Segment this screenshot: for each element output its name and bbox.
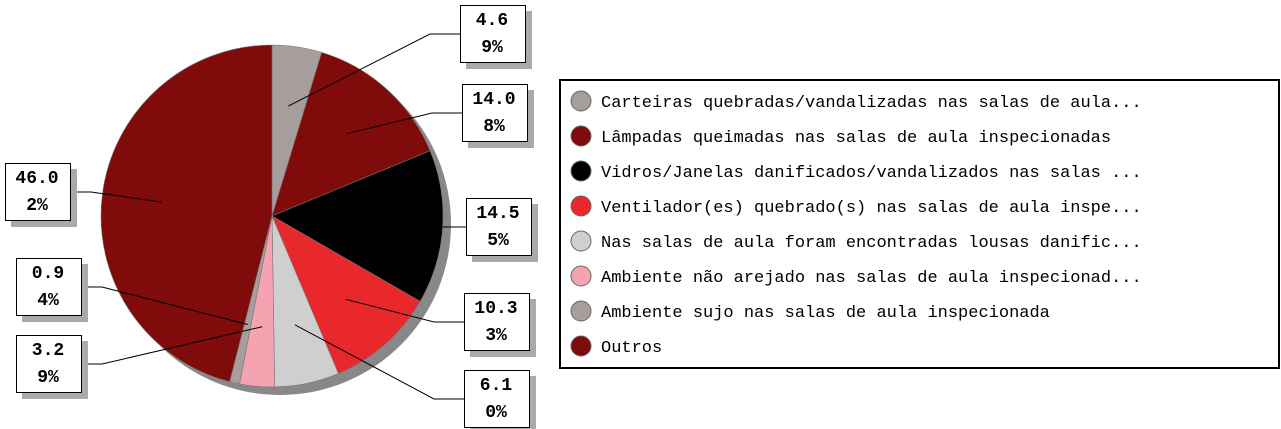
data-label: 4.69% [475, 11, 509, 58]
data-label: 10.33% [474, 299, 518, 346]
pie-slice [271, 51, 431, 217]
legend-label: Nas salas de aula foram encontradas lous… [601, 234, 1142, 253]
data-label-box: 46.02% [5, 163, 71, 221]
leader-line [345, 298, 464, 323]
legend-label: Carteiras quebradas/vandalizadas nas sal… [601, 94, 1142, 113]
legend-box [559, 79, 1280, 369]
legend-label: Ambiente sujo nas salas de aula inspecio… [601, 304, 1050, 323]
data-label: 14.08% [472, 90, 516, 137]
leader-line [71, 191, 162, 203]
data-label-box: 6.10% [464, 370, 530, 428]
legend-marker [570, 230, 592, 252]
leader-line [294, 324, 464, 400]
data-label-box: 3.29% [16, 335, 82, 393]
data-label: 0.94% [31, 264, 65, 311]
data-label-box: 0.94% [16, 258, 82, 316]
data-label: 46.02% [15, 169, 59, 216]
data-label-box: 14.55% [466, 198, 532, 256]
legend-marker [570, 160, 592, 182]
leader-line [288, 33, 460, 107]
leader-line [346, 112, 462, 135]
data-label: 14.55% [476, 204, 520, 251]
legend-marker [570, 125, 592, 147]
data-label-box: 10.33% [464, 293, 530, 351]
data-label-box: 4.69% [460, 5, 526, 63]
legend-label: Vidros/Janelas danificados/vandalizados … [601, 164, 1142, 183]
legend-label: Lâmpadas queimadas nas salas de aula ins… [601, 129, 1111, 148]
data-label-box: 14.08% [462, 84, 528, 142]
legend-label: Outros [601, 339, 662, 358]
data-label: 3.29% [31, 341, 65, 388]
legend-label: Ambiente não arejado nas salas de aula i… [601, 269, 1142, 288]
legend-marker [570, 90, 592, 112]
legend-marker [570, 300, 592, 322]
leader-line [82, 326, 263, 365]
legend-marker [570, 195, 592, 217]
leader-line [82, 286, 248, 325]
leader-line [382, 222, 466, 228]
pie-slice [271, 215, 421, 374]
legend-label: Ventilador(es) quebrado(s) nas salas de … [601, 199, 1142, 218]
legend-marker [570, 335, 592, 357]
data-label: 6.10% [479, 376, 513, 423]
legend-marker [570, 265, 592, 287]
